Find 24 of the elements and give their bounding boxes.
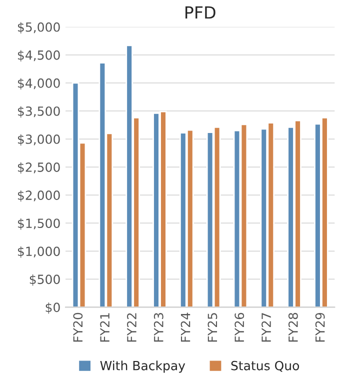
x-tick-label: FY24	[180, 312, 190, 342]
y-tick-label: $1,500	[18, 218, 60, 230]
x-tick-label: FY20	[73, 312, 83, 342]
y-tick-label: $3,500	[18, 106, 60, 118]
x-tick-label: FY23	[154, 313, 164, 342]
legend-label: With Backpay	[100, 360, 186, 373]
x-tick-label: FY29	[315, 312, 325, 342]
legend-label: Status Quo	[231, 360, 300, 372]
y-tick-label: $2,000	[18, 190, 60, 202]
x-tick-label: FY26	[234, 312, 244, 342]
x-tick-label: FY22	[126, 313, 136, 342]
y-tick-label: $3,000	[18, 134, 60, 146]
x-tick-label: FY28	[288, 312, 298, 342]
y-tick-label: $2,500	[18, 162, 60, 174]
x-tick-label: FY25	[208, 313, 218, 342]
x-tick-label: FY21	[100, 313, 110, 342]
x-tick-label: FY27	[262, 313, 271, 342]
y-tick-label: $4,000	[18, 78, 60, 90]
y-tick-label: $1,000	[18, 246, 60, 258]
y-tick-label: $4,500	[18, 50, 60, 62]
y-tick-label: $5,000	[18, 22, 60, 34]
y-tick-label: $0	[46, 302, 60, 314]
y-tick-label: $500	[30, 274, 60, 286]
chart-title: PFD	[186, 6, 216, 19]
